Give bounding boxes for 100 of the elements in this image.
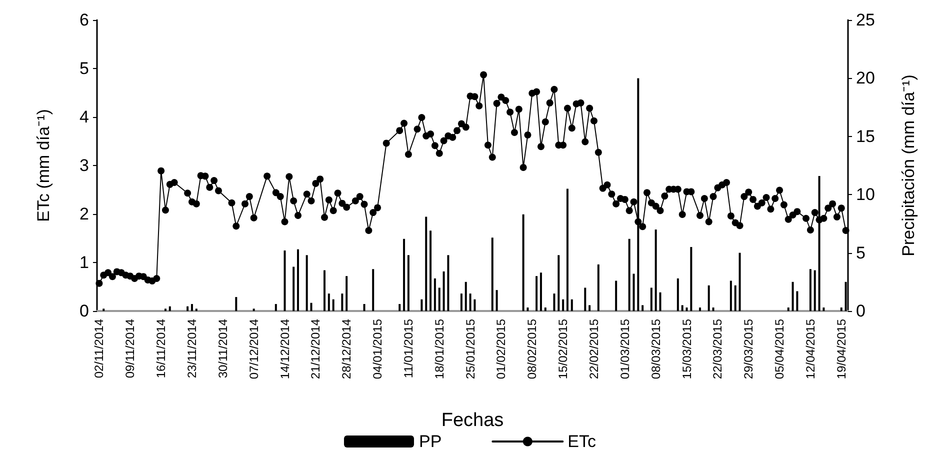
bar: [398, 304, 401, 311]
bar: [809, 269, 812, 311]
bar: [407, 255, 410, 311]
bar: [522, 214, 524, 311]
bar: [642, 305, 644, 311]
bar: [792, 282, 794, 311]
legend-label: ETc: [568, 432, 597, 451]
y-tick-label: 5: [80, 59, 89, 78]
y2-tick-label: 25: [856, 10, 875, 30]
bar: [464, 282, 467, 311]
bar: [447, 255, 450, 311]
bar: [491, 238, 494, 311]
x-tick-label: 02/11/2014: [92, 318, 106, 378]
x-tick-label: 30/11/2014: [216, 318, 230, 378]
x-tick-label: 19/04/2015: [834, 318, 848, 380]
legend-label: PP: [418, 432, 442, 451]
y-tick-label: 0: [80, 302, 89, 320]
x-tick-label: 14/12/2014: [278, 318, 292, 380]
bar: [292, 266, 295, 311]
bar: [469, 294, 472, 311]
bar: [659, 292, 662, 311]
bar: [341, 294, 344, 311]
bar: [235, 297, 238, 311]
bar: [570, 299, 573, 311]
bar: [438, 288, 440, 311]
y-tick-label: 6: [80, 10, 89, 30]
bar: [628, 238, 630, 311]
bar: [363, 304, 366, 311]
bar: [544, 308, 546, 311]
bar: [822, 308, 825, 311]
x-tick-label: 22/02/2015: [586, 318, 601, 380]
bar: [460, 294, 462, 311]
x-tick-label: 11/01/2015: [401, 318, 416, 378]
x-tick-label: 29/03/2015: [742, 318, 756, 380]
bar: [734, 285, 736, 311]
bar: [562, 299, 564, 311]
x-tick-label: 25/01/2015: [463, 318, 478, 380]
bar: [430, 230, 432, 311]
y-tick-label: 4: [80, 108, 89, 126]
bar: [686, 308, 688, 311]
bar: [403, 238, 406, 311]
bar: [540, 272, 542, 311]
bar: [332, 299, 334, 311]
x-tick-label: 08/03/2015: [648, 318, 663, 380]
y2-tick-label: 0: [856, 302, 866, 320]
bar: [584, 288, 586, 311]
x-tick-label: 15/03/2015: [680, 318, 694, 380]
x-tick-label: 22/03/2015: [710, 318, 725, 380]
bar: [615, 280, 618, 311]
bar: [168, 306, 171, 311]
bar: [712, 308, 714, 311]
y2-tick-label: 15: [856, 126, 875, 146]
bar: [681, 305, 684, 311]
bar: [840, 308, 842, 311]
y-tick-label: 2: [80, 204, 89, 224]
bar: [558, 255, 560, 311]
x-tick-label: 04/01/2015: [370, 318, 385, 380]
bar: [708, 285, 710, 311]
bar: [346, 276, 348, 311]
bar: [190, 304, 193, 311]
bar: [420, 299, 423, 311]
x-tick-label: 07/12/2014: [246, 318, 261, 380]
bar: [434, 278, 436, 311]
bar: [566, 188, 568, 311]
y-tick-label: 1: [80, 253, 89, 272]
bar: [730, 280, 732, 311]
x-tick-label: 18/01/2015: [432, 318, 446, 380]
bar: [306, 255, 308, 311]
x-tick-label: 08/02/2015: [525, 318, 540, 380]
bar: [274, 304, 277, 311]
bar: [699, 308, 702, 311]
bar: [442, 271, 445, 311]
x-tick-label: 09/11/2014: [123, 318, 138, 378]
bar: [787, 308, 790, 311]
y-axis-title: ETc (mm día⁻¹): [34, 109, 53, 222]
bar: [372, 269, 374, 311]
bar: [526, 308, 529, 311]
y2-tick-label: 10: [856, 185, 875, 204]
bar: [738, 252, 741, 311]
bar: [297, 249, 300, 311]
y2-axis-title: Precipitación (mm día⁻¹): [899, 74, 918, 256]
bar: [186, 306, 189, 311]
bar: [654, 230, 657, 311]
bar: [796, 291, 798, 311]
x-tick-label: 16/11/2014: [154, 318, 168, 378]
x-tick-label: 05/04/2015: [772, 318, 787, 380]
x-tick-label: 23/11/2014: [184, 318, 199, 378]
y-tick-label: 3: [80, 156, 89, 175]
bar: [425, 216, 428, 311]
bar: [588, 305, 591, 311]
bar: [536, 276, 538, 311]
x-tick-label: 01/03/2015: [618, 318, 632, 380]
bar: [632, 274, 635, 311]
bar: [676, 278, 679, 311]
x-tick-label: 01/02/2015: [494, 318, 508, 380]
x-axis-title: Fechas: [441, 410, 504, 431]
bar: [496, 290, 498, 311]
bar: [597, 264, 600, 311]
x-tick-label: 15/02/2015: [556, 318, 570, 380]
bar: [690, 246, 692, 311]
